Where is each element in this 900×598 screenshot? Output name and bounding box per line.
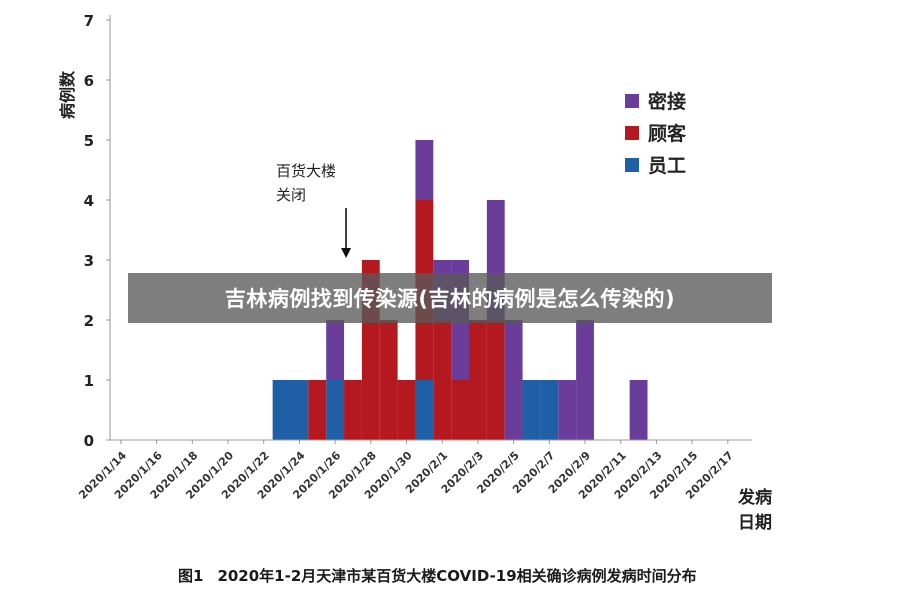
bar-顾客-2020/1/30 bbox=[397, 380, 416, 440]
figure-caption-text: 2020年1-2月天津市某百货大楼COVID-19相关确诊病例发病时间分布 bbox=[217, 567, 697, 585]
bar-员工-2020/1/26 bbox=[326, 380, 345, 440]
y-tick-label-3: 3 bbox=[84, 252, 94, 270]
bar-员工-2020/2/6 bbox=[522, 380, 541, 440]
bar-顾客-2020/1/25 bbox=[308, 380, 327, 440]
bar-密接-2020/2/12 bbox=[629, 380, 648, 440]
y-tick-label-1: 1 bbox=[84, 372, 94, 390]
bar-密接-2020/1/26 bbox=[326, 320, 345, 380]
y-tick-label-7: 7 bbox=[84, 12, 94, 30]
bar-员工-2020/1/31 bbox=[415, 380, 434, 440]
bar-员工-2020/2/7 bbox=[540, 380, 559, 440]
legend-swatch-密接 bbox=[625, 94, 639, 108]
annotation-text-line-1: 百货大楼 bbox=[276, 162, 336, 180]
bar-顾客-2020/1/29 bbox=[379, 320, 398, 440]
annotation-text-line-2: 关闭 bbox=[276, 186, 306, 204]
bar-密接-2020/2/8 bbox=[558, 380, 577, 440]
bar-顾客-2020/2/3 bbox=[469, 320, 487, 440]
bar-顾客-2020/2/4 bbox=[486, 320, 505, 440]
x-axis-label-line1: 发病 bbox=[737, 487, 772, 508]
y-tick-label-0: 0 bbox=[84, 432, 94, 450]
x-axis-label-line2: 日期 bbox=[738, 513, 772, 533]
bar-密接-2020/2/5 bbox=[504, 320, 523, 440]
figure-caption: 图1 2020年1-2月天津市某百货大楼COVID-19相关确诊病例发病时间分布 bbox=[178, 565, 697, 586]
y-tick-label-5: 5 bbox=[84, 132, 94, 150]
legend-label-员工: 员工 bbox=[648, 155, 686, 177]
annotation-arrow-head bbox=[341, 248, 352, 258]
legend-label-顾客: 顾客 bbox=[648, 122, 687, 145]
title-overlay-banner: 吉林病例找到传染源(吉林的病例是怎么传染的) bbox=[128, 273, 772, 323]
bar-员工-2020/1/23 bbox=[272, 380, 291, 440]
axes-layer: 012345672020/1/142020/1/162020/1/182020/… bbox=[76, 12, 752, 502]
y-tick-label-6: 6 bbox=[84, 72, 94, 90]
bar-密接-2020/2/9 bbox=[576, 320, 594, 440]
y-tick-label-2: 2 bbox=[84, 312, 94, 330]
y-axis-label: 病例数 bbox=[58, 70, 77, 119]
legend-label-密接: 密接 bbox=[648, 90, 686, 113]
bar-员工-2020/1/24 bbox=[290, 380, 309, 440]
figure-label: 图1 bbox=[178, 567, 204, 585]
bar-顾客-2020/2/2 bbox=[451, 380, 469, 440]
legend-swatch-员工 bbox=[625, 158, 639, 172]
legend-swatch-顾客 bbox=[625, 126, 639, 140]
y-tick-label-4: 4 bbox=[84, 192, 94, 210]
bar-密接-2020/1/31 bbox=[415, 140, 434, 200]
bar-顾客-2020/2/1 bbox=[433, 320, 452, 440]
bar-顾客-2020/1/27 bbox=[344, 380, 362, 440]
